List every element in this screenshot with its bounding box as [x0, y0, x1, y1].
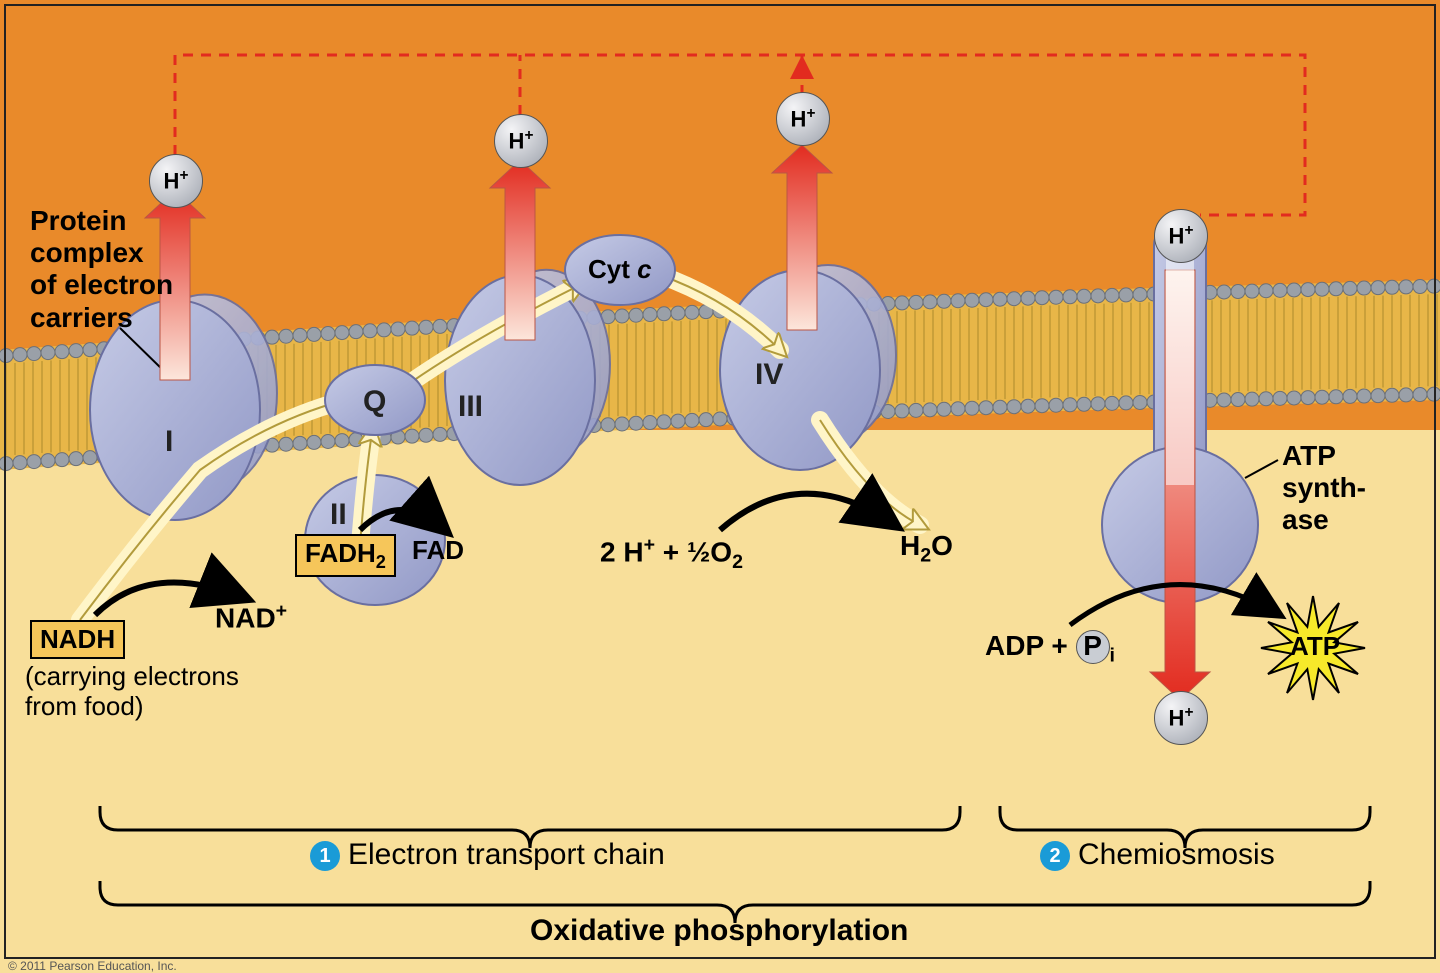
- nadh-box: NADH: [30, 620, 125, 659]
- proton-sphere: H+: [149, 154, 203, 208]
- proton-sphere: H+: [776, 92, 830, 146]
- complex-IV-label: IV: [755, 358, 783, 392]
- chemiosmosis-section-label: 2Chemiosmosis: [1040, 838, 1275, 873]
- water-product-label: H2O: [900, 530, 953, 567]
- proton-flow-dashed: [175, 55, 1305, 215]
- h-plus-text: H+: [791, 105, 816, 132]
- complex-II-label: II: [330, 498, 347, 532]
- fadh2-box: FADH2: [295, 534, 396, 577]
- fad-label: FAD: [412, 536, 464, 566]
- cyt-c-label: Cyt c: [588, 255, 652, 285]
- atp-synthase-label: ATP synth- ase: [1282, 440, 1366, 537]
- atp-text: ATP: [1290, 632, 1340, 662]
- proton-sphere: H+: [494, 114, 548, 168]
- pi-icon: P: [1076, 630, 1110, 664]
- oxphos-section-label: Oxidative phosphorylation: [530, 914, 908, 949]
- Q-label: Q: [363, 385, 386, 419]
- proton-sphere: H+: [1154, 691, 1208, 745]
- complex-I-label: I: [165, 425, 173, 459]
- carrying-electrons-label: (carrying electrons from food): [25, 662, 239, 722]
- h-plus-text: H+: [164, 167, 189, 194]
- diagram-stage: H+ H+ H+ H+ H+ Protein complex of electr…: [0, 0, 1440, 973]
- h-plus-text: H+: [1169, 222, 1194, 249]
- h-plus-text: H+: [509, 127, 534, 154]
- oxygen-reactant-label: 2 H+ + ½O2: [600, 534, 743, 573]
- nad-plus-label: NAD+: [215, 600, 287, 635]
- svg-layer: [0, 0, 1440, 973]
- badge-2: 2: [1040, 841, 1070, 871]
- copyright-text: © 2011 Pearson Education, Inc.: [8, 959, 177, 973]
- h-plus-text: H+: [1169, 704, 1194, 731]
- badge-1: 1: [310, 841, 340, 871]
- proton-sphere: H+: [1154, 209, 1208, 263]
- protein-complex-label: Protein complex of electron carriers: [30, 205, 173, 334]
- etc-section-label: 1Electron transport chain: [310, 838, 665, 873]
- adp-pi-label: ADP + Pi: [985, 630, 1115, 667]
- complex-III-label: III: [458, 390, 483, 424]
